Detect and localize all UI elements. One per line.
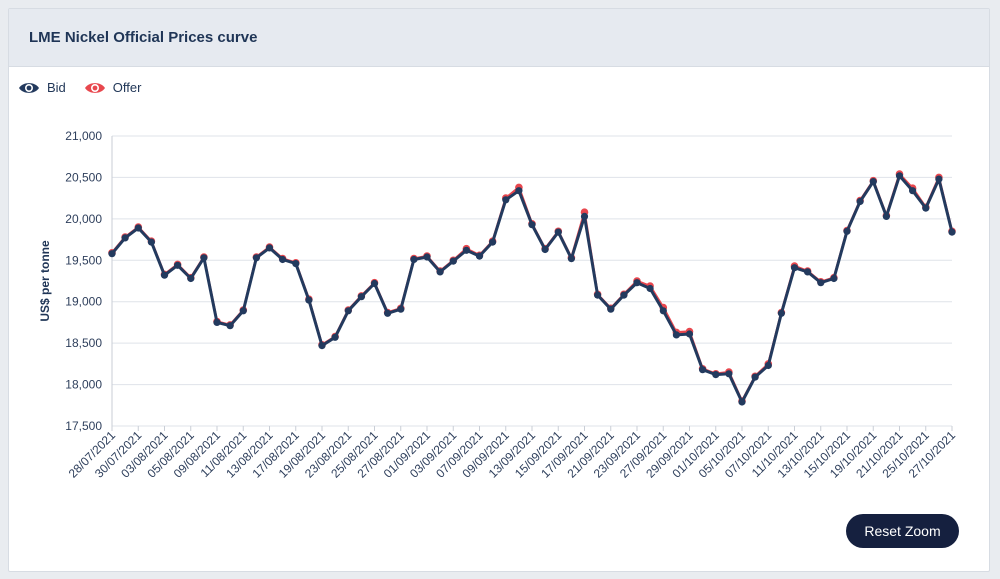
data-point-bid[interactable]	[384, 309, 392, 317]
data-point-bid[interactable]	[672, 331, 681, 339]
data-point-bid[interactable]	[817, 279, 825, 287]
data-point-bid[interactable]	[948, 228, 956, 236]
data-point-bid[interactable]	[318, 342, 326, 350]
legend-label-bid: Bid	[47, 80, 66, 95]
data-point-bid[interactable]	[804, 268, 812, 276]
data-point-bid[interactable]	[489, 238, 497, 246]
data-point-bid[interactable]	[646, 284, 654, 293]
data-point-bid[interactable]	[554, 228, 562, 236]
data-point-bid[interactable]	[659, 307, 667, 315]
y-tick-label: 20,000	[65, 212, 102, 226]
data-point-bid[interactable]	[279, 255, 287, 264]
data-point-bid[interactable]	[922, 204, 930, 212]
data-point-bid[interactable]	[174, 261, 182, 269]
data-point-bid[interactable]	[580, 212, 589, 220]
data-point-bid[interactable]	[436, 268, 444, 276]
data-point-bid[interactable]	[239, 307, 247, 315]
data-point-bid[interactable]	[344, 307, 352, 315]
y-tick-label: 19,000	[65, 295, 102, 309]
data-point-bid[interactable]	[213, 318, 221, 326]
data-point-bid[interactable]	[685, 330, 694, 338]
data-point-bid[interactable]	[882, 212, 891, 220]
y-tick-label: 17,500	[65, 419, 102, 433]
data-point-bid[interactable]	[790, 264, 799, 272]
data-point-bid[interactable]	[147, 238, 155, 246]
data-point-bid[interactable]	[895, 172, 904, 180]
legend-label-offer: Offer	[112, 80, 142, 95]
data-point-bid[interactable]	[200, 254, 208, 262]
data-point-bid[interactable]	[410, 255, 418, 264]
data-point-bid[interactable]	[370, 279, 379, 288]
data-point-bid[interactable]	[699, 366, 707, 374]
legend: Bid Offer	[18, 80, 141, 95]
data-point-bid[interactable]	[449, 257, 457, 265]
data-point-bid[interactable]	[305, 296, 313, 304]
data-point-bid[interactable]	[764, 361, 772, 370]
data-point-bid[interactable]	[515, 187, 523, 195]
data-point-bid[interactable]	[528, 221, 536, 229]
data-point-bid[interactable]	[108, 250, 116, 258]
data-point-bid[interactable]	[397, 305, 405, 313]
data-point-bid[interactable]	[620, 291, 628, 299]
card-header: LME Nickel Official Prices curve	[9, 9, 989, 67]
data-point-bid[interactable]	[357, 293, 365, 301]
data-point-bid[interactable]	[265, 244, 274, 252]
data-point-bid[interactable]	[856, 197, 864, 206]
data-point-bid[interactable]	[830, 274, 838, 283]
y-tick-label: 18,500	[65, 336, 102, 350]
data-point-bid[interactable]	[121, 234, 129, 242]
data-point-bid[interactable]	[725, 370, 733, 378]
chart-card: LME Nickel Official Prices curve	[8, 8, 990, 572]
legend-item-bid[interactable]: Bid	[18, 80, 66, 95]
data-point-bid[interactable]	[712, 371, 720, 379]
legend-item-offer[interactable]: Offer	[84, 80, 142, 95]
data-point-bid[interactable]	[777, 309, 786, 317]
data-point-bid[interactable]	[607, 305, 615, 313]
eye-icon	[19, 82, 39, 93]
data-point-bid[interactable]	[935, 175, 943, 183]
data-point-bid[interactable]	[843, 227, 851, 235]
data-point-bid[interactable]	[475, 252, 484, 260]
data-point-bid[interactable]	[134, 224, 142, 232]
data-point-bid[interactable]	[633, 279, 641, 287]
data-point-bid[interactable]	[292, 260, 300, 268]
data-point-bid[interactable]	[594, 291, 602, 299]
data-point-bid[interactable]	[462, 246, 470, 254]
y-tick-label: 19,500	[65, 253, 102, 267]
data-point-bid[interactable]	[226, 322, 234, 330]
chart-title: LME Nickel Official Prices curve	[29, 29, 258, 46]
data-point-bid[interactable]	[160, 271, 169, 279]
data-point-bid[interactable]	[187, 274, 195, 283]
y-tick-label: 20,500	[65, 170, 102, 184]
y-axis-title: US$ per tonne	[38, 240, 52, 322]
data-point-bid[interactable]	[423, 253, 431, 261]
data-point-bid[interactable]	[541, 245, 549, 254]
y-tick-label: 18,000	[65, 378, 102, 392]
data-point-bid[interactable]	[331, 333, 339, 341]
data-point-bid[interactable]	[502, 196, 510, 204]
data-point-bid[interactable]	[869, 178, 877, 186]
series-line-offer	[111, 172, 954, 403]
data-point-bid[interactable]	[567, 255, 576, 263]
reset-zoom-button[interactable]: Reset Zoom	[846, 514, 959, 548]
data-point-bid[interactable]	[909, 187, 917, 195]
eye-icon	[84, 82, 105, 93]
data-point-bid[interactable]	[751, 373, 759, 381]
data-point-bid[interactable]	[738, 398, 746, 406]
data-point-bid[interactable]	[252, 254, 260, 262]
series-line-bid	[110, 174, 954, 404]
y-tick-label: 21,000	[65, 129, 102, 143]
